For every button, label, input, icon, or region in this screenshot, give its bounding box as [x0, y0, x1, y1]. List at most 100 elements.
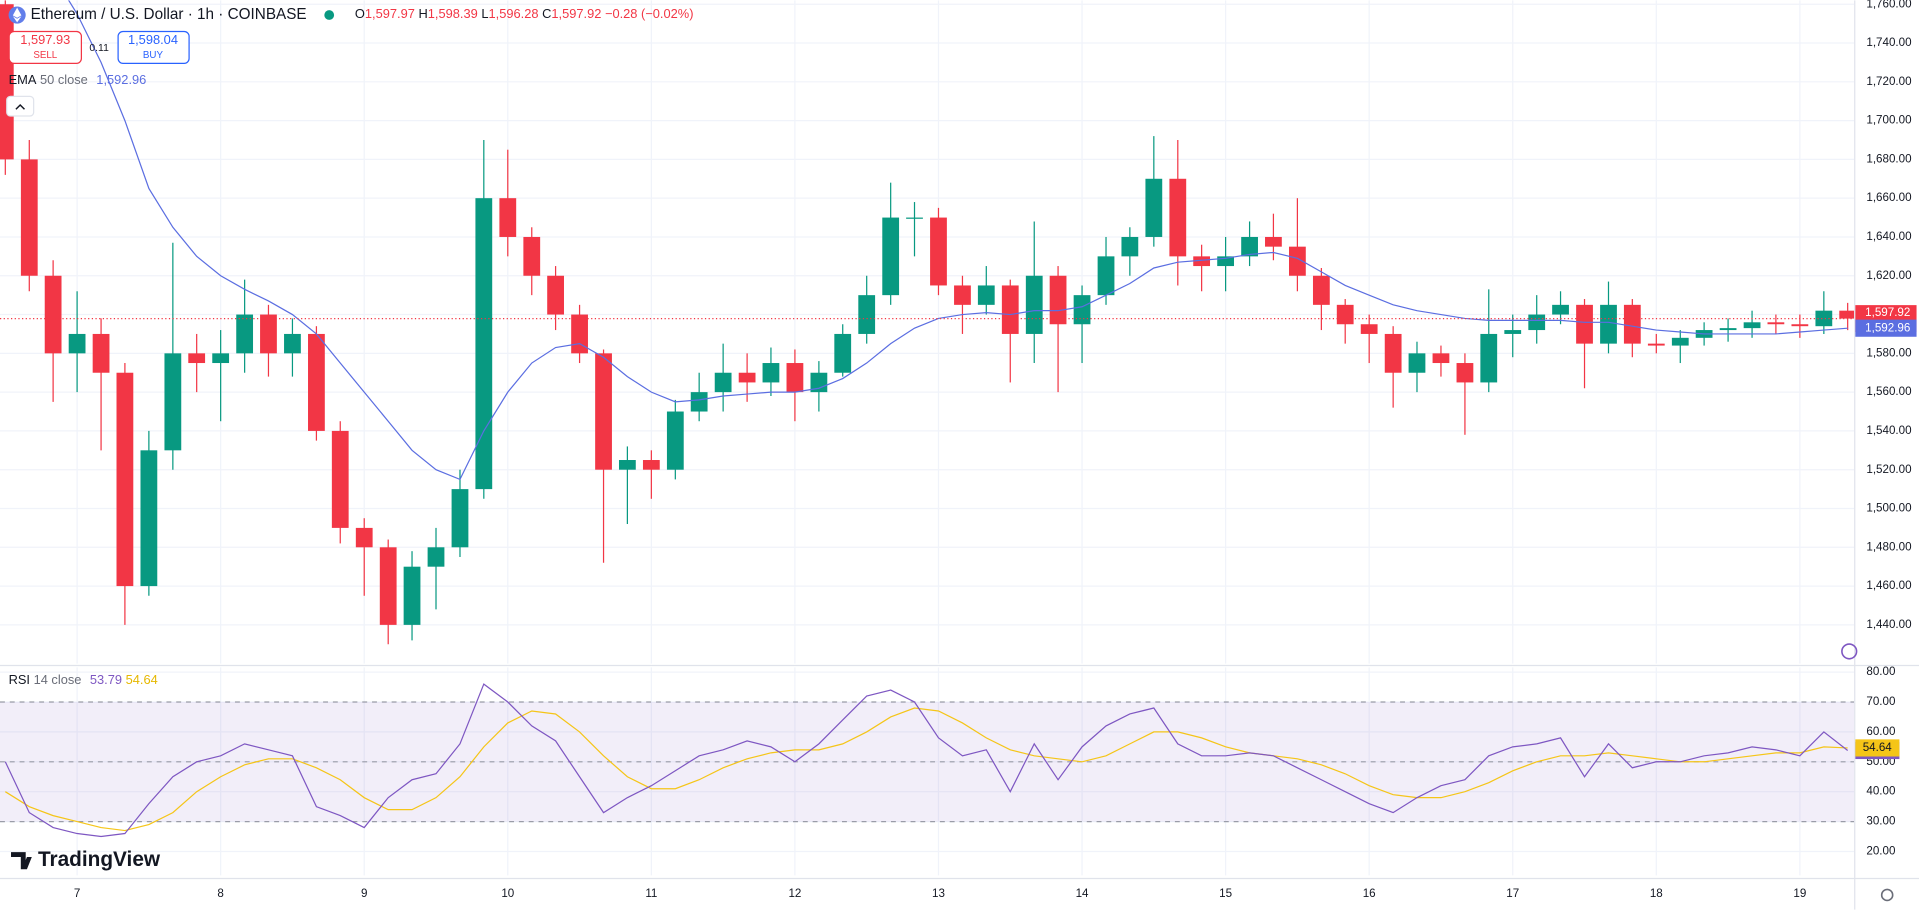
candle-body: [930, 217, 947, 286]
candle-body: [140, 450, 158, 587]
ohlc-value: 1,597.97: [365, 6, 415, 21]
candle-body: [20, 159, 38, 276]
candle-body: [1145, 178, 1163, 237]
eth-glyph: [12, 7, 22, 23]
candle-body: [308, 333, 325, 431]
candle-body: [164, 353, 182, 451]
candle-body: [1791, 324, 1809, 327]
rsi-ma-line: [4, 707, 1848, 832]
y-tick-label: 1,440.00: [1866, 618, 1911, 631]
candle-body: [116, 372, 134, 587]
symbol-title[interactable]: Ethereum / U.S. Dollar · 1h · COINBASE: [31, 6, 307, 23]
x-tick-label: 11: [645, 887, 657, 900]
sell-label: SELL: [33, 50, 57, 61]
change: −0.28 (−0.02%): [605, 6, 694, 21]
candle-body: [1408, 353, 1426, 373]
candle-body: [403, 566, 421, 625]
candle-body: [1576, 304, 1593, 344]
candle-body: [1671, 337, 1689, 346]
candle-body: [427, 547, 445, 567]
candle-body: [1289, 246, 1306, 276]
y-tick-label: 80.00: [1866, 665, 1895, 678]
rsi-line: [4, 683, 1849, 838]
y-tick-label: 1,640.00: [1866, 230, 1911, 243]
buy-button[interactable]: [117, 30, 190, 64]
y-tick-label: 1,580.00: [1866, 346, 1911, 359]
candle-body: [810, 372, 828, 393]
candle-body: [1767, 322, 1785, 325]
candle-body: [906, 217, 923, 219]
market-status[interactable]: [324, 10, 335, 20]
y-tick-label: 1,720.00: [1866, 75, 1911, 88]
candle-body: [379, 547, 397, 625]
candle-body: [1025, 275, 1043, 334]
rsi-ma-value: 54.64: [126, 672, 158, 687]
x-tick-label: 8: [217, 887, 223, 900]
collapse-button[interactable]: [6, 95, 35, 117]
candle-body: [1552, 304, 1569, 315]
collapse-icon: [15, 103, 25, 110]
candle-body: [1193, 256, 1211, 267]
candle-body: [260, 314, 277, 354]
candle-body: [1743, 322, 1761, 329]
y-tick-label: 1,500.00: [1866, 502, 1911, 515]
candle-body: [475, 198, 493, 490]
grid: [0, 0, 1855, 876]
x-tick-label: 15: [1219, 887, 1232, 900]
main-pane: [0, 0, 1855, 645]
candle-body: [355, 527, 373, 548]
y-tick-label: 1,480.00: [1866, 540, 1911, 553]
y-tick-label: 1,760.00: [1866, 0, 1911, 10]
candle-body: [451, 489, 469, 548]
candle-body: [1097, 256, 1115, 296]
candle-body: [642, 460, 660, 470]
y-tick-label: 1,620.00: [1866, 269, 1911, 282]
ema-legend[interactable]: EMA 50 close 1,592.96: [9, 73, 147, 88]
candle-body: [858, 295, 876, 334]
rsi-value: 53.79: [90, 672, 122, 687]
candle-body: [834, 333, 852, 373]
y-tick-label: 1,740.00: [1866, 36, 1911, 49]
candle-body: [1360, 324, 1378, 334]
candle-body: [954, 285, 971, 305]
ohlc-legend: O1,597.97 H1,598.39 L1,596.28 C1,597.92 …: [355, 6, 694, 21]
y-tick-label: 30.00: [1866, 815, 1895, 828]
candle-body: [1169, 178, 1187, 257]
x-tick-label: 19: [1793, 887, 1806, 900]
sell-button[interactable]: [8, 30, 82, 64]
candle-body: [1312, 275, 1330, 305]
rsi-name: RSI: [9, 672, 30, 687]
candle-body: [1241, 236, 1258, 257]
replay-icon[interactable]: [1841, 643, 1858, 660]
candle-body: [1480, 333, 1498, 383]
rsi-tag-label: 54.64: [1863, 741, 1893, 754]
ohlc-value: 1,596.28: [489, 6, 539, 21]
candle-body: [1001, 285, 1019, 334]
x-tick-label: 10: [501, 887, 514, 900]
y-tick-label: 1,560.00: [1866, 385, 1911, 398]
candle-body: [1384, 333, 1402, 373]
ema-tag-label: 1,592.96: [1865, 321, 1910, 334]
rsi-params: 14 close: [34, 672, 82, 687]
ema-value: 1,592.96: [96, 73, 146, 88]
candle-body: [738, 372, 756, 383]
ohlc-value: 1,598.39: [428, 6, 478, 21]
x-tick-label: 7: [74, 887, 80, 900]
y-tick-label: 1,680.00: [1866, 152, 1911, 165]
y-tick-label: 1,540.00: [1866, 424, 1911, 437]
ohlc-key: H: [418, 6, 427, 21]
ema-name: EMA: [9, 73, 37, 88]
y-tick-label: 1,700.00: [1866, 114, 1911, 127]
ema-line: [67, 0, 1848, 481]
candle-body: [1719, 328, 1737, 331]
candle-body: [690, 392, 708, 412]
candle-body: [212, 353, 230, 364]
x-tick-label: 12: [788, 887, 801, 900]
y-tick-label: 40.00: [1866, 785, 1895, 798]
rsi-legend[interactable]: RSI 14 close 53.79 54.64: [9, 672, 158, 687]
ema-tag: [1855, 319, 1917, 337]
brand[interactable]: TradingView: [38, 848, 161, 871]
sell-price: 1,597.93: [20, 32, 70, 47]
settings-icon[interactable]: [1880, 888, 1894, 902]
candle-body: [188, 353, 206, 364]
